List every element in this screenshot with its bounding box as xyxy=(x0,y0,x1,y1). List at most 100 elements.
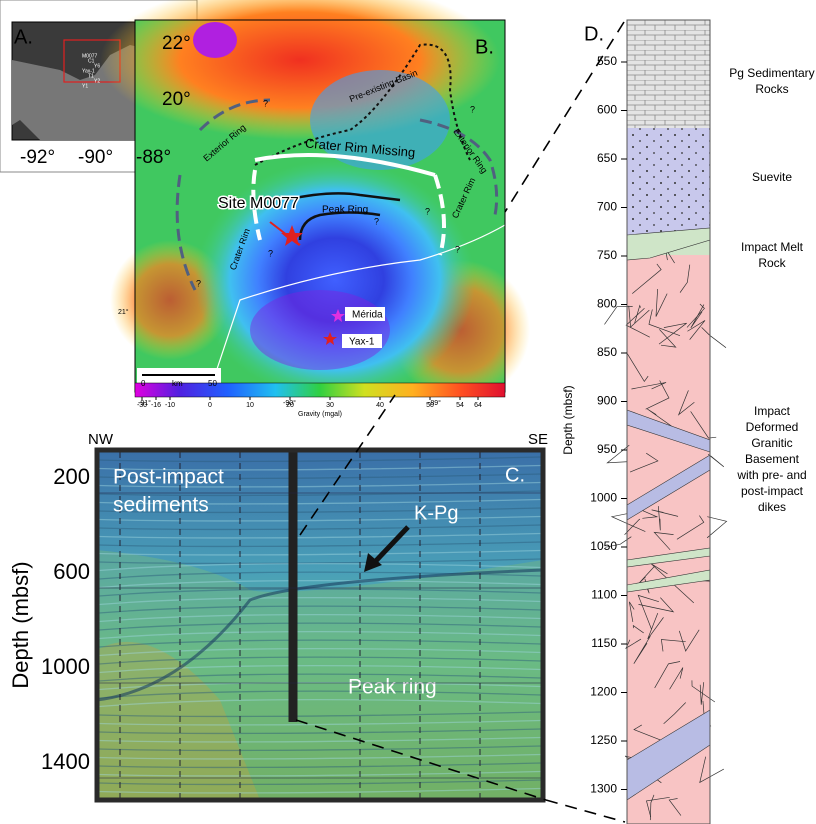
line xyxy=(545,799,626,823)
fractures xyxy=(604,248,728,821)
y-tick-label: 850 xyxy=(597,345,617,359)
connectors xyxy=(295,21,626,823)
fracture xyxy=(625,638,642,650)
label-box xyxy=(345,307,385,321)
reflector xyxy=(98,665,542,674)
coastline xyxy=(209,224,506,391)
reflector xyxy=(98,745,542,752)
reflector xyxy=(98,549,542,556)
reflector xyxy=(98,588,542,597)
fracture xyxy=(678,629,700,652)
kpg-arrow xyxy=(370,525,410,567)
colorbar-label: -16 xyxy=(151,402,161,409)
reflector xyxy=(98,498,542,505)
query-mark: ? xyxy=(470,104,475,114)
crater-rim xyxy=(433,174,446,256)
site-label: T1 xyxy=(88,73,94,79)
reflector xyxy=(98,515,542,522)
fracture xyxy=(690,411,717,439)
label: Gravity (mgal) xyxy=(298,411,342,418)
fracture xyxy=(655,288,668,317)
fracture xyxy=(663,702,686,725)
yax-star xyxy=(323,332,337,345)
fracture xyxy=(651,509,679,517)
site-star xyxy=(281,225,303,246)
reflector xyxy=(98,656,542,665)
merida-star xyxy=(331,309,345,322)
reflector xyxy=(98,736,542,743)
reflector xyxy=(98,614,542,623)
unit-label: with pre- and xyxy=(736,468,806,482)
unit-label: Pg Sedimentary xyxy=(729,66,814,80)
label: Yax-1 xyxy=(349,337,375,348)
lon-tick: -90° xyxy=(78,147,113,168)
y-tick-label: 800 xyxy=(597,297,617,311)
fracture xyxy=(654,661,681,689)
label-box xyxy=(342,334,382,348)
fracture xyxy=(648,309,681,336)
reflector xyxy=(98,719,542,726)
exterior-ring xyxy=(419,118,499,216)
colorbar-label: -10 xyxy=(165,402,175,409)
unit-label: post-impact xyxy=(741,484,804,498)
label: Mérida xyxy=(352,310,383,321)
reflectors xyxy=(98,456,542,794)
fracture xyxy=(676,515,705,540)
unit-label: sediments xyxy=(113,494,209,517)
column-frame xyxy=(626,19,711,824)
y-tick-label: 200 xyxy=(53,464,90,489)
unit-label: Basement xyxy=(745,452,800,466)
y-tick-label: 750 xyxy=(597,248,617,262)
colorbar-label: 30 xyxy=(326,402,334,409)
reflector xyxy=(98,580,542,589)
lat-tick: 22° xyxy=(162,33,191,54)
query-mark: ? xyxy=(263,98,268,108)
fracture xyxy=(690,304,705,329)
reflector xyxy=(98,532,542,539)
unit-label: Post-impact xyxy=(113,466,224,489)
seismic-section xyxy=(97,450,543,800)
lat-tick: 20° xyxy=(162,89,191,110)
colorbar-label: 20 xyxy=(286,402,294,409)
lon-tick: -88° xyxy=(136,147,171,168)
colorbar-label: 0 xyxy=(208,402,212,409)
line xyxy=(504,21,625,213)
y-tick-label: 1100 xyxy=(591,588,617,602)
unit-label: Granitic xyxy=(751,436,792,450)
label: 0 xyxy=(141,379,146,388)
fracture xyxy=(629,452,659,473)
fracture xyxy=(625,307,650,338)
basin-outline xyxy=(254,43,471,166)
fracture xyxy=(649,794,655,821)
fracture xyxy=(633,724,666,743)
fracture xyxy=(658,322,687,345)
reflector xyxy=(98,605,542,614)
reflector xyxy=(98,753,542,760)
lon-tick: -91° xyxy=(138,399,151,407)
unit-label: Impact Melt xyxy=(741,240,804,254)
pg-sediments xyxy=(627,20,710,128)
fracture xyxy=(632,263,662,294)
unit-label: Suevite xyxy=(752,170,792,184)
crater-rim xyxy=(251,169,262,241)
fracture xyxy=(605,536,632,548)
fracture xyxy=(645,380,670,410)
reflector xyxy=(98,558,542,565)
y-tick-label: 1250 xyxy=(590,733,617,747)
fracture xyxy=(638,597,675,613)
y-tick-label: 1200 xyxy=(590,685,617,699)
reflector xyxy=(98,597,542,606)
site-label: Y2 xyxy=(94,78,100,84)
reflector xyxy=(98,639,542,648)
fracture xyxy=(699,756,725,784)
y-tick-label: 1000 xyxy=(41,654,90,679)
colorbar xyxy=(134,382,506,398)
fracture xyxy=(653,531,674,551)
fracture xyxy=(633,636,651,664)
exterior-ring xyxy=(198,98,271,132)
gravity-low xyxy=(250,290,390,370)
label: Peak ring xyxy=(348,676,437,699)
reflector xyxy=(98,481,542,488)
reflector xyxy=(98,456,542,463)
line xyxy=(295,719,547,801)
